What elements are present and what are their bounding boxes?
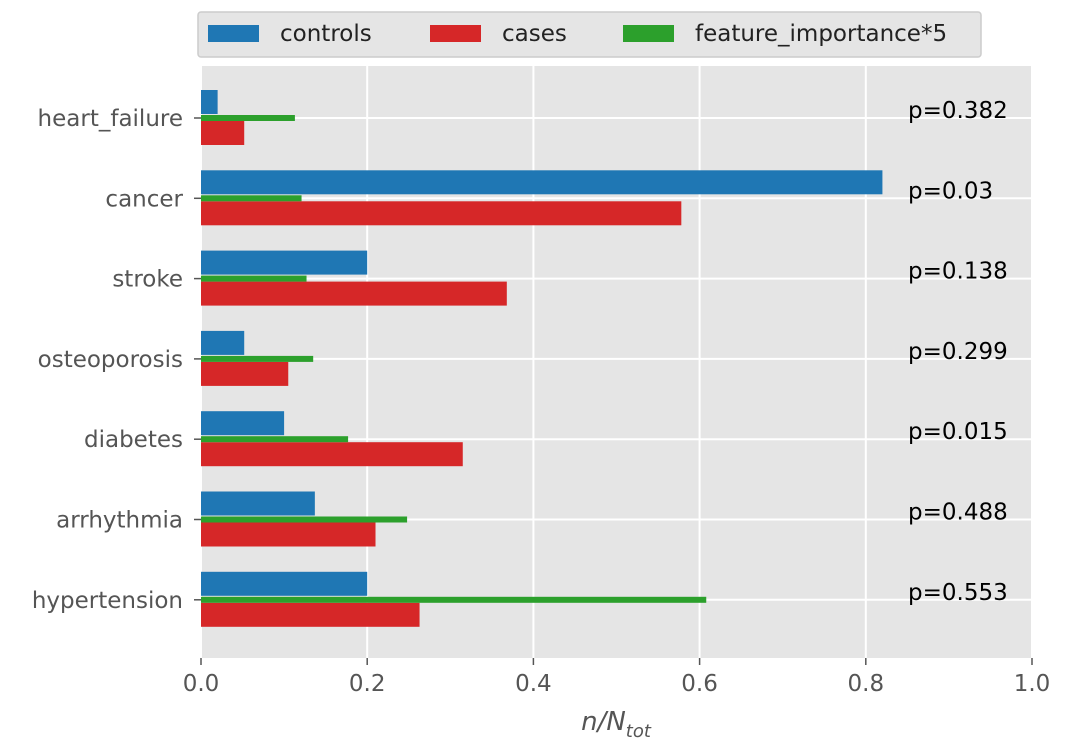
y-tick-label: arrhythmia: [56, 508, 183, 534]
p-value-annotations: p=0.382 p=0.03 p=0.138 p=0.299 p=0.015 p=0.48…: [908, 98, 1008, 606]
bar-feature-importance: [201, 195, 302, 202]
p-value-label: p=0.553: [908, 580, 1008, 606]
legend-label: cases: [502, 21, 567, 47]
y-tick-label: cancer: [105, 186, 183, 212]
bar-cases: [201, 121, 245, 145]
p-value-label: p=0.138: [908, 259, 1008, 285]
x-tick-label: 0.8: [848, 671, 885, 697]
x-axis-ticks: 0.0 0.2 0.4 0.6 0.8 1.0: [183, 658, 1051, 697]
plot-background: [201, 66, 1032, 658]
p-value-label: p=0.488: [908, 500, 1008, 526]
x-axis-label-main: n/N: [581, 707, 626, 737]
grid-lines: [200, 66, 1033, 658]
bar-controls: [201, 571, 368, 596]
bar-feature-importance: [201, 115, 295, 121]
bar-cases: [201, 361, 289, 386]
p-value-label: p=0.03: [908, 178, 993, 204]
bar-feature-importance: [201, 596, 707, 603]
p-value-label: p=0.382: [908, 98, 1008, 124]
p-value-label: p=0.015: [908, 419, 1008, 445]
x-tick-label: 0.0: [183, 671, 220, 697]
p-value-label: p=0.299: [908, 339, 1008, 365]
y-tick-label: diabetes: [84, 427, 183, 453]
bar-feature-importance: [201, 436, 349, 443]
x-axis-label-sub: tot: [626, 721, 652, 742]
legend-label: controls: [280, 21, 372, 47]
bar-controls: [201, 411, 285, 436]
x-tick-label: 0.4: [515, 671, 552, 697]
legend-swatch: [430, 25, 481, 42]
bar-cases: [201, 522, 376, 547]
legend-frame: [197, 11, 982, 58]
x-tick-label: 0.2: [349, 671, 386, 697]
bar-controls: [201, 491, 315, 516]
bar-cases: [201, 281, 507, 306]
legend: controls cases feature_importance*5: [197, 11, 982, 58]
bar-controls: [201, 90, 218, 114]
bar-controls: [201, 170, 883, 195]
bar-feature-importance: [201, 516, 408, 523]
x-axis-label: n/Ntot: [581, 707, 652, 742]
bar-feature-importance: [201, 275, 307, 282]
legend-label: feature_importance*5: [695, 21, 947, 47]
bar-controls: [201, 330, 245, 355]
bar-controls: [201, 250, 368, 275]
y-tick-label: hypertension: [32, 588, 183, 614]
bar-cases: [201, 201, 682, 226]
bar-feature-importance: [201, 355, 314, 362]
y-tick-label: heart_failure: [38, 106, 183, 132]
bar-cases: [201, 442, 463, 467]
y-tick-label: osteoporosis: [38, 347, 183, 373]
legend-swatch: [208, 25, 259, 42]
legend-swatch: [623, 25, 674, 42]
y-tick-label: stroke: [112, 267, 183, 293]
x-tick-label: 1.0: [1014, 671, 1051, 697]
bar-cases: [201, 602, 420, 627]
bars: [201, 90, 883, 627]
x-tick-label: 0.6: [681, 671, 718, 697]
